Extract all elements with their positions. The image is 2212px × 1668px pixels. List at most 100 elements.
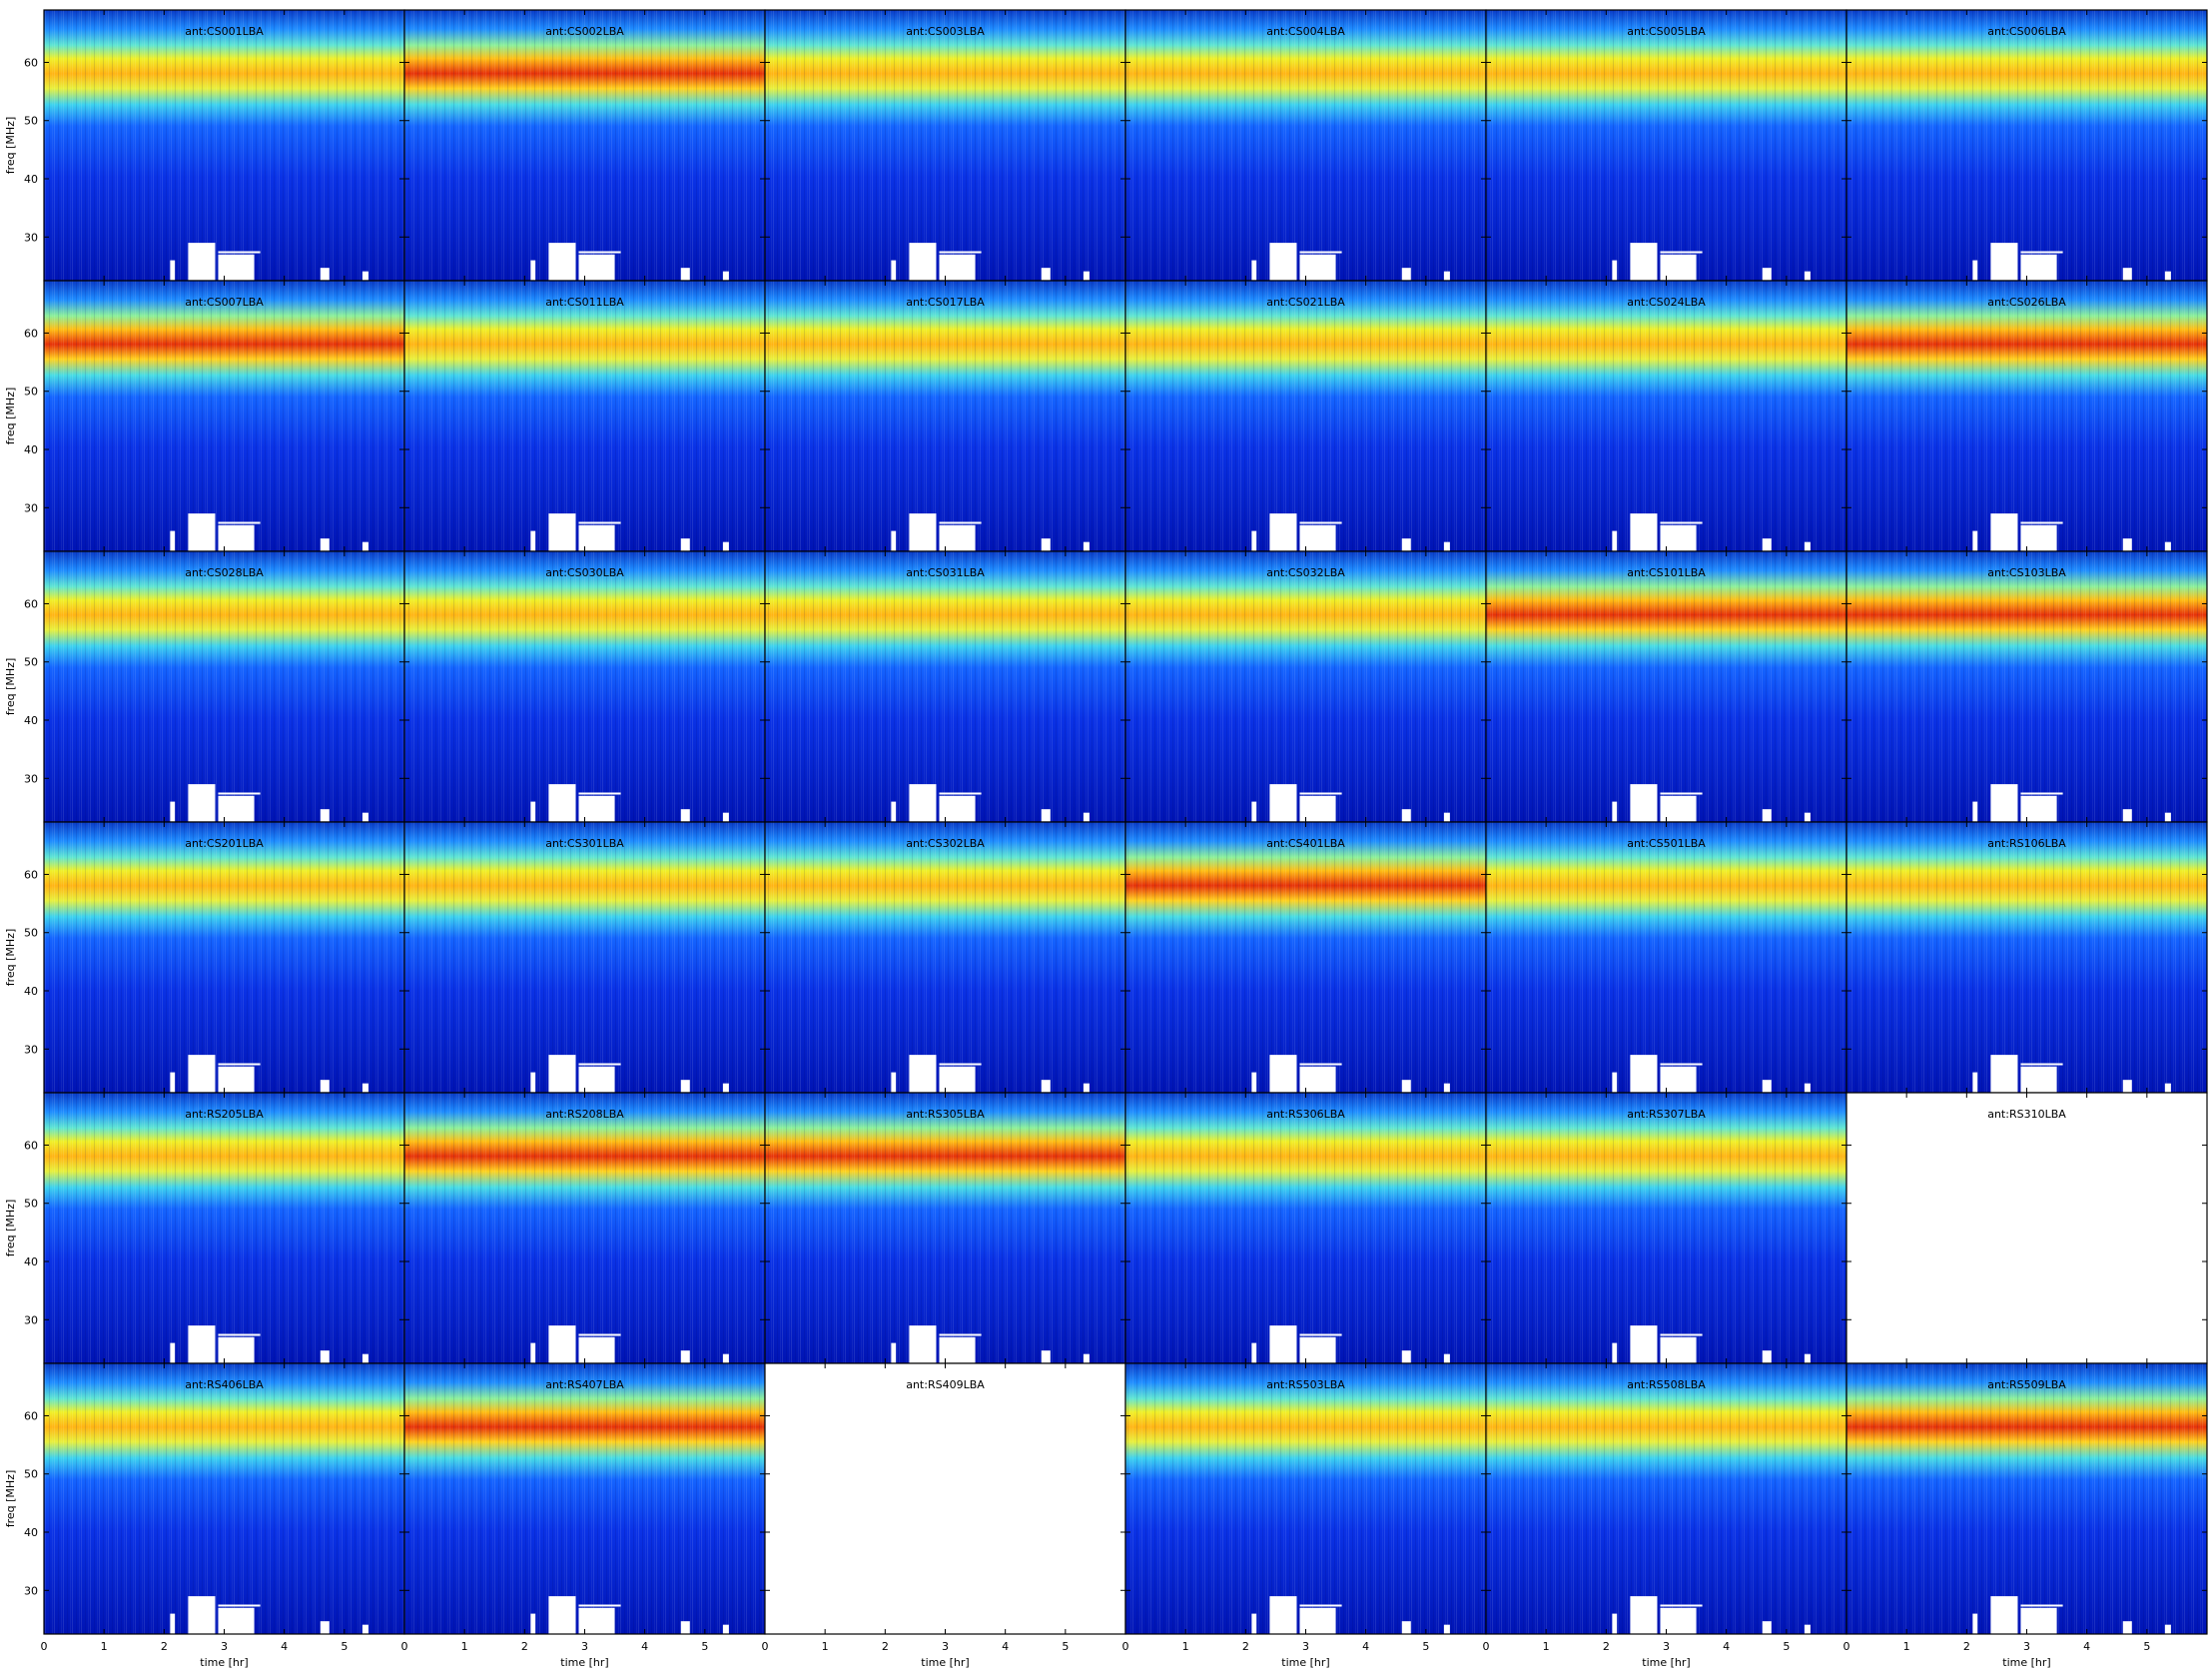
flagged-region [1269,1596,1297,1634]
flagged-region [1804,271,1811,281]
flagged-region [2122,538,2132,551]
x-tick-label: 1 [461,1640,468,1653]
flagged-region [1299,1336,1336,1363]
flagged-region [1762,1350,1772,1363]
flagged-region [1401,809,1411,822]
x-tick-label: 0 [1122,1640,1129,1653]
x-tick-label: 0 [41,1640,48,1653]
antenna-label: ant:CS030LBA [545,566,624,579]
flagged-region [939,254,976,281]
spectrum-panel: ant:CS002LBA [403,9,766,282]
flagged-region [1612,1613,1618,1634]
y-tick-label: 30 [24,1584,38,1597]
flagged-region [939,524,976,551]
flagged-region [1630,1325,1658,1363]
x-tick-label: 1 [1182,1640,1189,1653]
time-streaks [765,281,1125,551]
time-streaks [404,822,765,1093]
flagged-region [170,260,176,281]
antenna-label: ant:RS406LBA [185,1378,264,1391]
y-tick-label: 60 [24,1409,38,1422]
flagged-region [1660,1336,1697,1363]
flagged-region [1630,1596,1658,1634]
time-streaks [1846,822,2207,1093]
x-tick-label: 1 [822,1640,829,1653]
flagged-region [1401,268,1411,281]
antenna-label: ant:RS508LBA [1627,1378,1706,1391]
y-axis-label: freq [MHz] [4,1470,17,1528]
flagged-region [578,254,615,281]
flagged-region [1401,1350,1411,1363]
antenna-label: ant:CS031LBA [906,566,985,579]
time-streaks [1125,551,1486,822]
flagged-region [1443,1353,1450,1363]
flagged-region [1972,530,1978,551]
flagged-region [1612,1342,1618,1363]
flagged-region [1660,795,1697,822]
flagged-region [362,812,369,822]
spectrum-panel: ant:CS031LBA [764,550,1126,823]
flagged-region [1612,530,1618,551]
flagged-region [1269,513,1297,551]
antenna-label: ant:CS021LBA [1266,296,1345,309]
flagged-region [1251,260,1257,281]
time-streaks [404,1363,765,1634]
flagged-region [170,1613,176,1634]
flagged-region [218,254,255,281]
time-streaks [1125,1093,1486,1363]
panels-layer: ant:CS001LBA ant:CS002LBA ant:CS003LBA ant:… [43,9,2208,1635]
flagged-region [188,243,216,281]
time-streaks [1486,1093,1846,1363]
y-tick-label: 30 [24,231,38,244]
flagged-region [320,538,330,551]
flagged-region [1612,801,1618,822]
x-tick-label: 1 [101,1640,108,1653]
antenna-label: ant:RS106LBA [1987,837,2066,850]
spectrum-panel: ant:CS007LBA [43,280,405,552]
antenna-label: ant:CS002LBA [545,25,624,38]
flagged-region [1660,524,1697,551]
x-tick-label: 5 [341,1640,348,1653]
flagged-region [909,243,937,281]
spectrum-panel: ant:CS006LBA [1845,9,2208,282]
y-tick-label: 30 [24,501,38,514]
flagged-region [1443,1624,1450,1634]
flagged-region [320,1621,330,1634]
x-tick-label: 5 [1422,1640,1429,1653]
flagged-region [530,260,536,281]
empty-panel [765,1363,1125,1634]
x-tick-label: 0 [762,1640,769,1653]
flagged-region [1972,1072,1978,1093]
flagged-region [1762,538,1772,551]
time-streaks [1125,281,1486,551]
flagged-region [2020,1607,2057,1634]
antenna-label: ant:RS305LBA [906,1108,985,1121]
flagged-region [1041,809,1051,822]
y-tick-label: 60 [24,327,38,340]
flagged-region [2164,541,2171,551]
flagged-region [680,538,690,551]
y-tick-label: 50 [24,386,38,399]
y-tick-label: 40 [24,1526,38,1539]
flagged-region [2020,524,2057,551]
flagged-region [1972,1613,1978,1634]
flagged-region [320,809,330,822]
x-tick-label: 3 [2023,1640,2030,1653]
time-streaks [1486,1363,1846,1634]
x-axis-label: time [hr] [560,1656,608,1668]
y-tick-label: 40 [24,985,38,998]
time-streaks [404,281,765,551]
flagged-region [2164,271,2171,281]
antenna-label: ant:CS004LBA [1266,25,1345,38]
flagged-region [1401,1080,1411,1093]
y-axis-label: freq [MHz] [4,117,17,175]
spectrum-panel: ant:CS032LBA [1124,550,1487,823]
spectrum-panel: ant:CS004LBA [1124,9,1487,282]
flagged-region [891,1072,897,1093]
spectrum-panel: ant:CS302LBA [764,821,1126,1094]
flagged-region [218,795,255,822]
time-streaks [404,551,765,822]
flagged-region [362,1083,369,1093]
flagged-region [578,524,615,551]
